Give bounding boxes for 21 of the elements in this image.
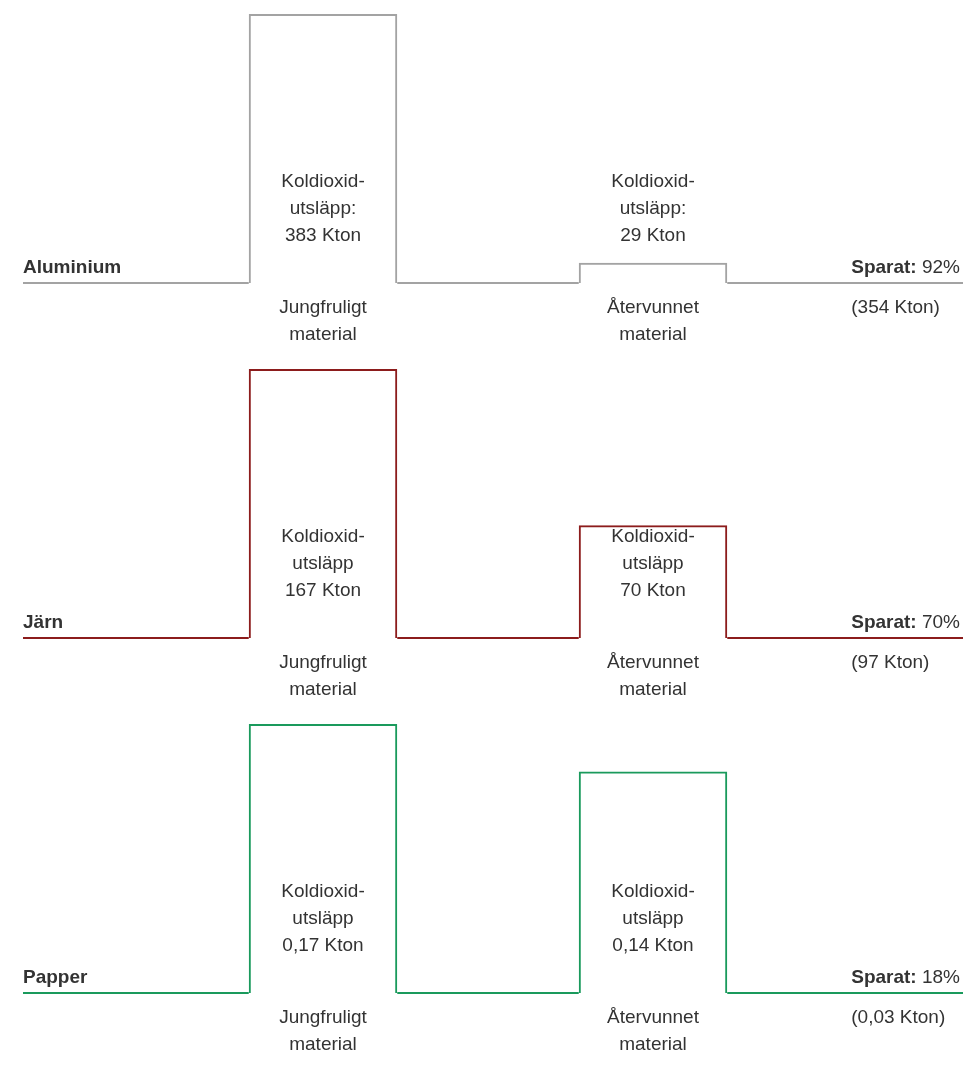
- text: Sparat: 18%: [851, 966, 961, 987]
- x-tick-label: Återvunnet material: [607, 1006, 700, 1054]
- data-label: Koldioxid- utsläpp 0,17 Kton: [281, 880, 365, 955]
- data-label: Koldioxid- utsläpp 70 Kton: [611, 525, 695, 600]
- text: Aluminium: [23, 256, 122, 277]
- data-label: Koldioxid- utsläpp 167 Kton: [281, 525, 365, 600]
- x-tick-label: Jungfruligt material: [279, 1006, 368, 1054]
- text: (0,03 Kton): [851, 1006, 946, 1027]
- x-tick-label: Jungfruligt material: [279, 296, 368, 344]
- data-label: Koldioxid- utsläpp 0,14 Kton: [611, 880, 695, 955]
- x-tick-label: Återvunnet material: [607, 296, 700, 344]
- x-tick-label: Jungfruligt material: [279, 651, 368, 699]
- data-label: Koldioxid- utsläpp: 29 Kton: [611, 170, 695, 245]
- text: Sparat: 70%: [851, 611, 961, 632]
- text: (354 Kton): [851, 296, 940, 317]
- data-label: Koldioxid- utsläpp: 383 Kton: [281, 170, 365, 245]
- x-tick-label: Återvunnet material: [607, 651, 700, 699]
- text: Sparat: 92%: [851, 256, 961, 277]
- text: Järn: [23, 611, 64, 632]
- text: (97 Kton): [851, 651, 930, 672]
- text: Papper: [23, 966, 89, 987]
